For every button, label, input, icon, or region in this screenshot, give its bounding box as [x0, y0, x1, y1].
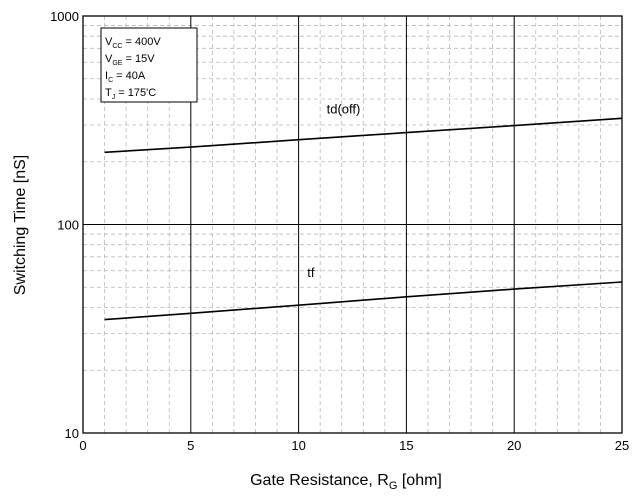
x-tick-label: 15 — [399, 438, 413, 453]
y-axis-ticks: 10 100 1000 — [50, 9, 79, 441]
major-grid — [83, 16, 622, 433]
condition-ic: IC = 40A — [105, 70, 146, 84]
condition-tj: TJ = 175'C — [105, 87, 156, 101]
series-label-tf: tf — [307, 265, 315, 280]
minor-grid — [83, 16, 622, 433]
series-line-td-off — [104, 117, 623, 154]
series-layer: td(off) tf — [104, 102, 623, 321]
x-tick-label: 0 — [79, 438, 86, 453]
conditions-frame — [100, 27, 198, 103]
y-axis-title: Switching Time [nS] — [12, 155, 29, 296]
condition-vge: VGE = 15V — [105, 53, 155, 67]
x-axis-title: Gate Resistance, RG [ohm] — [250, 472, 442, 492]
x-tick-label: 20 — [507, 438, 521, 453]
y-tick-label: 1000 — [50, 9, 79, 24]
x-axis-ticks: 0 5 10 15 20 25 — [79, 438, 629, 453]
plot-frame — [82, 15, 623, 434]
series-line-tf — [104, 281, 623, 321]
y-tick-label: 100 — [57, 218, 79, 233]
test-conditions-box: VCC = 400V VGE = 15V IC = 40A TJ = 175'C — [100, 27, 198, 103]
x-tick-label: 5 — [187, 438, 194, 453]
series-label-td-off: td(off) — [327, 102, 361, 117]
x-tick-label: 10 — [291, 438, 305, 453]
condition-vcc: VCC = 400V — [105, 36, 161, 50]
x-tick-label: 25 — [615, 438, 629, 453]
y-tick-label: 10 — [65, 426, 79, 441]
